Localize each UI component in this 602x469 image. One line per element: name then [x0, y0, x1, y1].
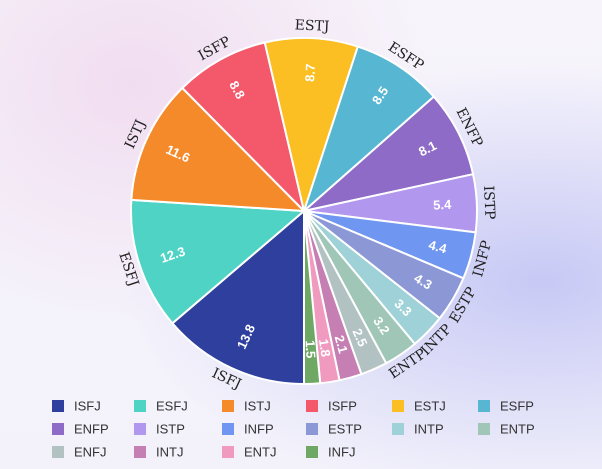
- legend-swatch-istj: [222, 400, 234, 412]
- legend-item-estj: ESTJ: [392, 399, 446, 414]
- value-label-estj: 8.7: [302, 63, 318, 82]
- slice-name-istp: ISTP: [480, 185, 498, 220]
- legend-label-entj: ENTJ: [244, 445, 277, 460]
- legend-swatch-isfp: [306, 400, 318, 412]
- legend-swatch-infp: [222, 423, 234, 435]
- legend-swatch-intp: [392, 423, 404, 435]
- legend-label-infj: INFJ: [328, 445, 355, 460]
- legend-swatch-intj: [134, 446, 146, 458]
- legend-label-esfj: ESFJ: [156, 399, 188, 414]
- legend-item-entj: ENTJ: [222, 445, 277, 460]
- legend-swatch-isfj: [52, 400, 64, 412]
- legend-label-esfp: ESFP: [500, 399, 534, 414]
- legend-item-infj: INFJ: [306, 445, 355, 460]
- pie-slice-infj: [303, 210, 322, 386]
- value-label-infp: 4.4: [427, 237, 449, 256]
- legend-label-istj: ISTJ: [244, 399, 271, 414]
- legend-item-estp: ESTP: [306, 422, 362, 437]
- value-label-istp: 5.4: [433, 197, 453, 213]
- value-label-entj: 1.8: [316, 338, 334, 358]
- legend-label-intp: INTP: [414, 422, 444, 437]
- legend-label-enfp: ENFP: [74, 422, 109, 437]
- legend-swatch-estj: [392, 400, 404, 412]
- legend-item-istp: ISTP: [134, 422, 185, 437]
- value-label-intj: 2.1: [332, 334, 351, 355]
- legend-item-entp: ENTP: [478, 422, 535, 437]
- legend-label-infp: INFP: [244, 422, 274, 437]
- pie-slice-estj: [263, 37, 360, 215]
- pie-slice-isfj: [170, 208, 305, 386]
- legend-label-isfp: ISFP: [328, 399, 357, 414]
- legend-label-estj: ESTJ: [414, 399, 446, 414]
- pie-slice-esfp: [301, 45, 436, 215]
- legend-item-esfj: ESFJ: [134, 399, 188, 414]
- legend: ISFJ ESFJ ISTJ ISFP ESTJ ESFP ENFP ISTP INFP ESTP…: [52, 399, 535, 460]
- pie-slices: [130, 37, 478, 386]
- legend-swatch-entj: [222, 446, 234, 458]
- legend-item-istj: ISTJ: [222, 399, 271, 414]
- legend-swatch-enfj: [52, 446, 64, 458]
- value-label-enfj: 2.5: [349, 326, 370, 349]
- value-label-enfp: 8.1: [416, 138, 439, 160]
- legend-swatch-infj: [306, 446, 318, 458]
- legend-item-infp: INFP: [222, 422, 274, 437]
- legend-swatch-enfp: [52, 423, 64, 435]
- legend-item-isfj: ISFJ: [52, 399, 101, 414]
- pie-slice-istj: [130, 86, 307, 213]
- legend-item-isfp: ISFP: [306, 399, 357, 414]
- legend-item-intj: INTJ: [134, 445, 183, 460]
- legend-label-enfj: ENFJ: [74, 445, 107, 460]
- legend-swatch-entp: [478, 423, 490, 435]
- legend-swatch-esfp: [478, 400, 490, 412]
- value-label-infj: 1.5: [303, 340, 319, 359]
- legend-item-intp: INTP: [392, 422, 444, 437]
- legend-swatch-istp: [134, 423, 146, 435]
- legend-swatch-esfj: [134, 400, 146, 412]
- legend-item-enfp: ENFP: [52, 422, 109, 437]
- legend-label-isfj: ISFJ: [74, 399, 101, 414]
- legend-item-enfj: ENFJ: [52, 445, 107, 460]
- legend-label-entp: ENTP: [500, 422, 535, 437]
- legend-item-esfp: ESFP: [478, 399, 534, 414]
- legend-label-estp: ESTP: [328, 422, 362, 437]
- slice-name-estj: ESTJ: [294, 17, 329, 35]
- legend-label-istp: ISTP: [156, 422, 185, 437]
- pie-slice-esfj: [130, 198, 307, 325]
- legend-label-intj: INTJ: [156, 445, 183, 460]
- legend-swatch-estp: [306, 423, 318, 435]
